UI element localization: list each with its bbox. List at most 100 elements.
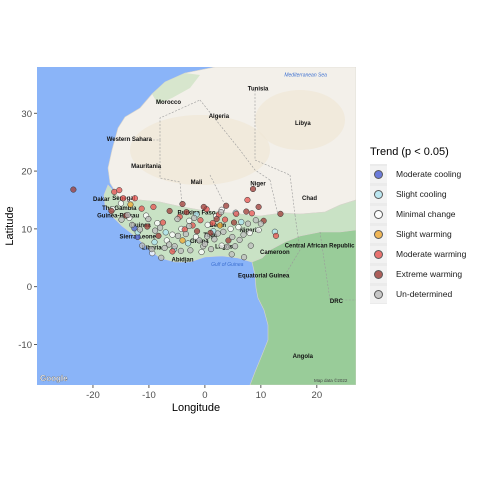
data-point-un-determined xyxy=(157,224,164,231)
data-point-moderate-warming xyxy=(111,188,118,195)
data-point-moderate-warming xyxy=(197,217,204,224)
data-point-extreme-warming xyxy=(200,203,207,210)
data-point-moderate-warming xyxy=(120,195,127,202)
y-tick-label: 10 xyxy=(21,224,32,235)
x-tick-label: -10 xyxy=(142,390,156,401)
legend-item: Extreme warming xyxy=(370,264,470,284)
legend-label: Slight cooling xyxy=(387,184,470,204)
map-copyright: Map data ©2022 xyxy=(314,377,348,383)
legend-item: Un-determined xyxy=(370,284,470,304)
data-point-un-determined xyxy=(129,221,136,228)
data-point-extreme-warming xyxy=(70,186,77,193)
data-point-un-determined xyxy=(174,216,181,223)
legend-label: Slight warming xyxy=(387,224,470,244)
map-label: Algeria xyxy=(209,114,230,120)
legend-title: Trend (p < 0.05) xyxy=(370,146,449,158)
data-point-un-determined xyxy=(204,233,211,240)
data-point-un-determined xyxy=(124,211,131,219)
data-point-minimal-change xyxy=(227,225,234,232)
data-point-un-determined xyxy=(118,216,125,223)
data-point-moderate-warming xyxy=(209,220,216,227)
data-point-minimal-change xyxy=(117,200,124,207)
data-point-un-determined xyxy=(139,242,146,249)
data-point-extreme-warming xyxy=(155,232,162,239)
data-point-slight-cooling xyxy=(151,239,158,246)
data-point-un-determined xyxy=(257,220,264,227)
legend-label: Extreme warming xyxy=(387,264,470,284)
legend-item: Moderate cooling xyxy=(370,164,470,184)
data-point-un-determined xyxy=(158,254,165,261)
y-axis-label: Latitude xyxy=(4,206,16,245)
data-point-un-determined xyxy=(229,233,236,241)
atlas-region xyxy=(152,73,200,104)
legend-dot xyxy=(374,209,383,219)
data-point-un-determined xyxy=(174,232,182,239)
data-point-un-determined xyxy=(218,209,225,216)
data-point-un-determined xyxy=(177,247,184,254)
legend-key xyxy=(370,165,387,183)
data-point-un-determined xyxy=(161,244,168,252)
x-tick-label: 0 xyxy=(202,390,207,401)
map-label: Libya xyxy=(295,121,311,127)
map-label: Equatorial Guinea xyxy=(238,273,290,279)
data-point-minimal-change xyxy=(218,242,225,249)
data-point-moderate-warming xyxy=(244,196,251,204)
data-point-un-determined xyxy=(136,226,144,233)
map-label: Central African Republic xyxy=(285,243,355,249)
map-label: Western Sahara xyxy=(107,137,153,143)
data-point-moderate-warming xyxy=(116,187,123,194)
data-point-un-determined xyxy=(228,251,235,258)
legend-dot xyxy=(374,289,383,299)
legend-label: Moderate cooling xyxy=(387,164,470,184)
data-point-minimal-change xyxy=(198,248,205,256)
data-point-moderate-warming xyxy=(131,195,138,202)
data-point-minimal-change xyxy=(246,229,253,236)
data-point-un-determined xyxy=(182,231,189,238)
data-point-un-determined xyxy=(224,243,231,250)
map-label: Guinea xyxy=(130,223,151,229)
data-point-un-determined xyxy=(208,246,215,253)
legend-key xyxy=(370,245,387,263)
x-tick-label: 20 xyxy=(312,390,323,401)
data-point-extreme-warming xyxy=(249,185,257,193)
central-africa-land xyxy=(249,229,356,385)
legend-label: Minimal change xyxy=(387,204,470,224)
data-point-moderate-warming xyxy=(150,203,157,210)
data-point-extreme-warming xyxy=(183,209,190,216)
data-point-extreme-warming xyxy=(108,207,115,215)
data-point-moderate-warming xyxy=(159,219,166,226)
legend: Trend (p < 0.05) Moderate cooling Slight … xyxy=(370,146,470,304)
y-tick-label: -10 xyxy=(18,340,32,351)
x-tick-label: 10 xyxy=(256,390,267,401)
desert-shading xyxy=(130,115,270,185)
map-label: Lagos xyxy=(215,245,233,251)
data-point-minimal-change xyxy=(255,226,262,234)
legend-key xyxy=(370,285,387,303)
legend-item: Minimal change xyxy=(370,204,470,224)
data-point-moderate-warming xyxy=(272,232,280,239)
data-point-extreme-warming xyxy=(243,208,250,215)
data-point-slight-cooling xyxy=(162,229,169,236)
map-label: Morocco xyxy=(156,100,181,106)
desert-shading xyxy=(255,90,345,150)
data-point-moderate-warming xyxy=(169,248,176,255)
data-point-un-determined xyxy=(236,236,243,243)
legend-key xyxy=(370,185,387,203)
map-label: Guinea-Bissau xyxy=(97,213,139,219)
map-label: DRC xyxy=(330,299,344,305)
map-label: Mauritania xyxy=(131,164,162,170)
data-point-un-determined xyxy=(232,243,239,250)
data-point-un-determined xyxy=(191,214,198,221)
data-point-un-determined xyxy=(211,236,218,243)
data-point-extreme-warming xyxy=(144,223,151,230)
legend-dot xyxy=(374,169,383,179)
map-label: Dakar xyxy=(93,197,110,203)
legend-dot xyxy=(374,229,383,239)
data-point-un-determined xyxy=(171,243,178,250)
data-point-minimal-change xyxy=(169,231,176,238)
map-label: Tunisia xyxy=(248,87,269,93)
data-point-un-determined xyxy=(145,216,152,223)
data-point-un-determined xyxy=(166,241,173,248)
data-point-un-determined xyxy=(201,240,208,247)
